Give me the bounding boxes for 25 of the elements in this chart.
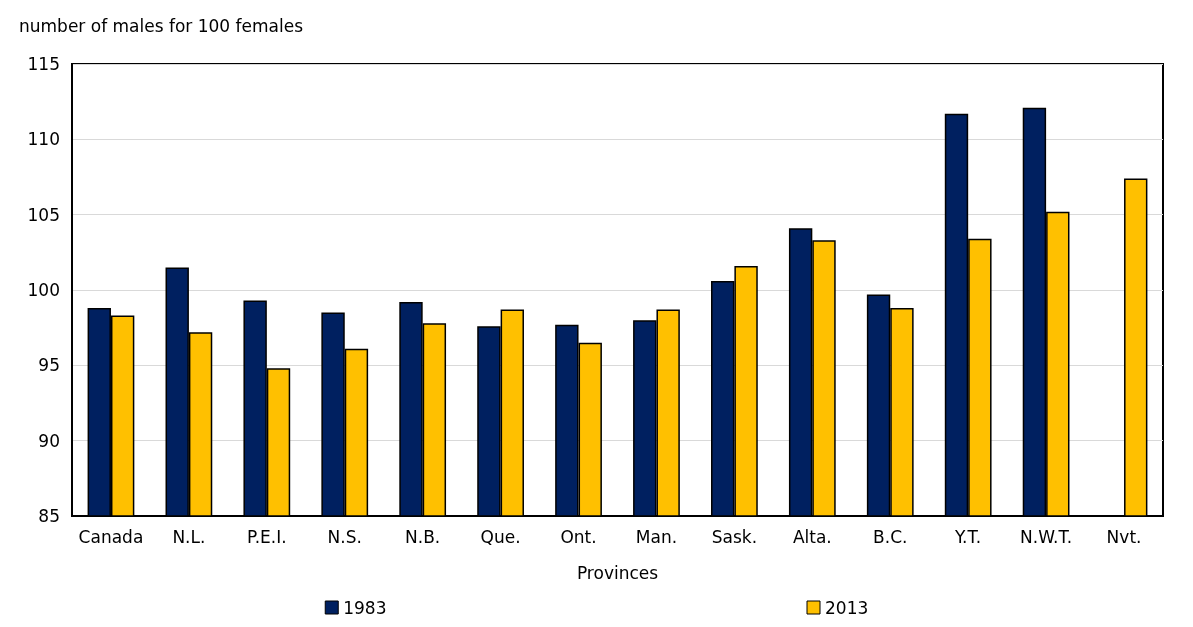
y-tick-label: 95: [38, 355, 60, 376]
x-tick-label: Que.: [480, 526, 521, 547]
legend-label: 1983: [343, 597, 387, 618]
x-tick-label: N.L.: [172, 526, 206, 547]
x-tick-label: Nvt.: [1106, 526, 1142, 547]
x-tick-label: B.C.: [873, 526, 908, 547]
x-tick-label: N.B.: [405, 526, 441, 547]
x-tick-label: N.W.T.: [1020, 526, 1073, 547]
x-tick-label: Y.T.: [954, 526, 982, 547]
y-tick-label: 105: [27, 204, 60, 225]
x-tick-label: N.S.: [327, 526, 362, 547]
y-axis-title: number of males for 100 females: [19, 15, 304, 36]
y-tick-label: 85: [38, 506, 60, 526]
x-tick-label: P.E.I.: [247, 526, 287, 547]
y-tick-label: 110: [27, 129, 60, 150]
y-tick-label: 100: [27, 280, 60, 300]
x-tick-label: Sask.: [711, 526, 758, 547]
y-tick-label: 90: [38, 430, 60, 451]
x-axis-title: Provinces: [576, 562, 659, 583]
x-tick-label: Man.: [635, 526, 678, 547]
y-tick-label: 115: [27, 54, 60, 74]
x-tick-label: Ont.: [560, 526, 597, 547]
legend-label: 2013: [825, 597, 869, 618]
x-tick-label: Alta.: [792, 526, 832, 547]
x-tick-label: Canada: [78, 526, 144, 547]
